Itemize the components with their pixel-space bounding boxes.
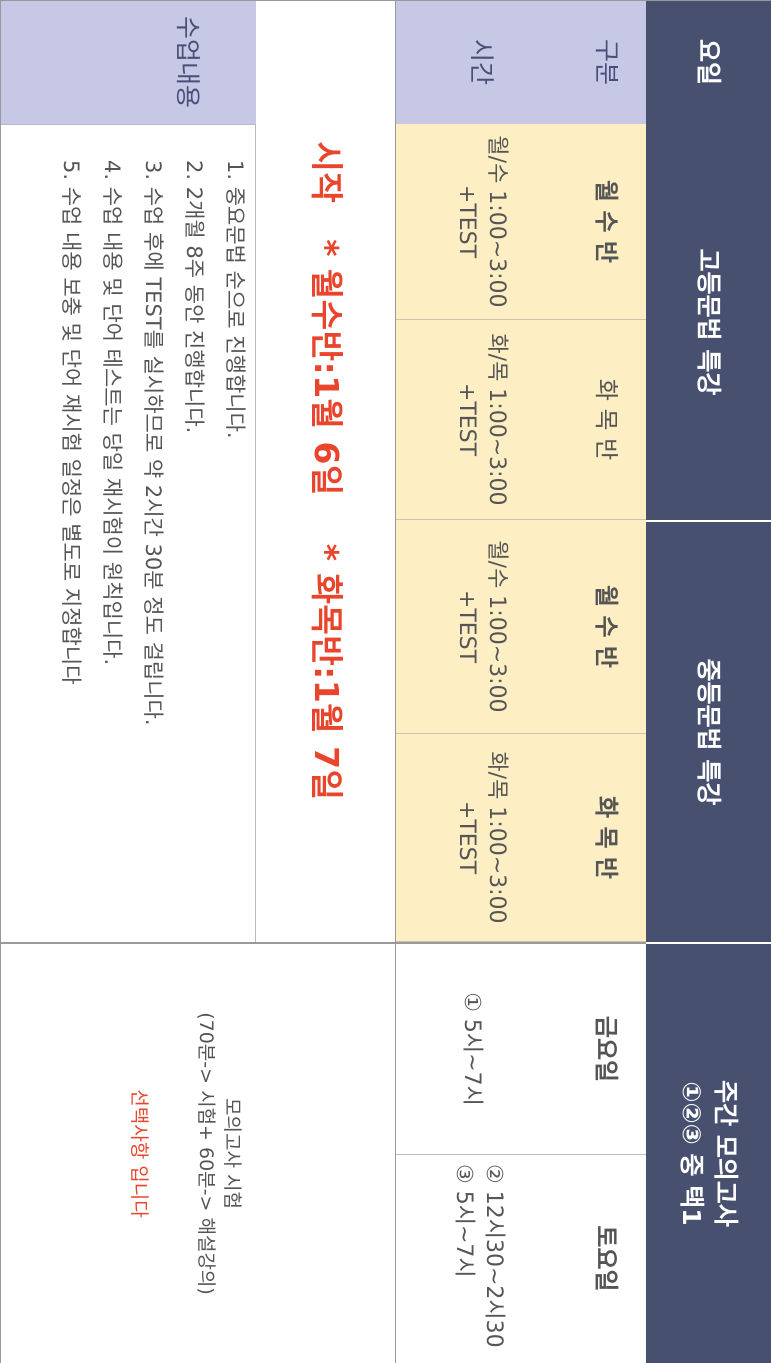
- class-cell: 월 수 반: [566, 520, 646, 734]
- row-content-label-text: 수업내용: [173, 15, 202, 108]
- time-saturday-2: ③ 5시~7시: [451, 1164, 477, 1278]
- divider: [396, 1154, 646, 1155]
- start-notice: 시작 * 월수반:1월 6일 * 화목반:1월 7일: [256, 0, 396, 942]
- mock-exam-detail: 모의고사 시험 (70분-> 시험+ 60분-> 해설강의) 선택사항 입니다: [0, 944, 396, 1363]
- row-content-label: 수업내용: [0, 0, 256, 124]
- time-range: 화/목 1:00~3:00: [483, 333, 509, 506]
- time-range: 월/수 1:00~3:00: [483, 540, 509, 713]
- time-test: +TEST: [454, 800, 479, 875]
- header-high-school: 고등문법 특강: [646, 124, 771, 520]
- class-cell: 금요일: [566, 944, 646, 1154]
- time-friday-text: ① 5시~7시: [459, 992, 484, 1106]
- divider: [255, 124, 256, 942]
- header-high-school-label: 고등문법 특강: [694, 248, 724, 396]
- class-cell: 화 목 반: [566, 734, 646, 942]
- header-mock-exam-title: 주간 모의고사: [711, 1080, 741, 1227]
- class-cell-text: 화 목 반: [592, 378, 621, 461]
- class-cell-text: 금요일: [592, 1015, 621, 1083]
- mock-exam-duration: (70분-> 시험+ 60분-> 해설강의): [195, 1012, 218, 1295]
- time-cell: 화/목 1:00~3:00 +TEST: [396, 734, 566, 942]
- header-day: 요일: [646, 0, 771, 124]
- header-day-label: 요일: [694, 38, 724, 85]
- content-item: 1. 중요문법 순으로 진행합니다.: [223, 160, 247, 439]
- row-time-label: 시간: [396, 0, 566, 124]
- class-cell: 화 목 반: [566, 320, 646, 520]
- time-test: +TEST: [454, 184, 479, 259]
- time-range: 월/수 1:00~3:00: [483, 135, 509, 308]
- time-saturday-1: ② 12시30~2시30: [481, 1164, 506, 1348]
- time-cell: 월/수 1:00~3:00 +TEST: [396, 124, 566, 320]
- content-list: 1. 중요문법 순으로 진행합니다. 2. 2개월 8주 동안 진행합니다. 3…: [50, 160, 255, 940]
- class-cell: 토요일: [566, 1154, 646, 1363]
- divider: [0, 0, 1, 1363]
- time-cell: 월/수 1:00~3:00 +TEST: [396, 520, 566, 734]
- content-item: 5. 수업 내용 보충 및 단어 재시험 일정은 별도로 지정합니다: [59, 160, 83, 685]
- divider: [395, 0, 396, 1363]
- time-cell: 화/목 1:00~3:00 +TEST: [396, 320, 566, 520]
- row-time-label-text: 시간: [466, 38, 496, 85]
- row-class-label-text: 구분: [591, 38, 621, 85]
- header-middle-school-label: 중등문법 특강: [694, 658, 724, 806]
- class-cell-text: 토요일: [592, 1225, 621, 1292]
- content-item: 4. 수업 내용 및 단어 테스트는 당일 재시험이 원칙입니다.: [100, 160, 124, 666]
- time-range: 화/목 1:00~3:00: [483, 751, 509, 924]
- row-class-label: 구분: [566, 0, 646, 124]
- time-friday: ① 5시~7시: [396, 944, 566, 1154]
- class-cell-text: 화 목 반: [592, 796, 621, 879]
- header-mock-exam: 주간 모의고사 ①②③ 중 택1: [646, 944, 771, 1363]
- divider: [0, 942, 646, 944]
- mock-exam-title: 모의고사 시험: [221, 1098, 243, 1209]
- header-mock-exam-sub: ①②③ 중 택1: [677, 1081, 707, 1226]
- content-item: 3. 수업 후에 TEST를 실시하므로 약 2시간 30분 정도 걸립니다.: [141, 160, 165, 726]
- divider: [646, 520, 771, 522]
- content-item: 2. 2개월 8주 동안 진행합니다.: [182, 160, 206, 434]
- time-saturday: ② 12시30~2시30 ③ 5시~7시: [396, 1154, 566, 1363]
- mock-exam-optional-note: 선택사항 입니다: [127, 1089, 150, 1218]
- time-test: +TEST: [454, 589, 479, 664]
- time-test: +TEST: [454, 382, 479, 457]
- class-cell-text: 월 수 반: [592, 180, 621, 263]
- divider: [0, 0, 771, 1]
- class-cell-text: 월 수 반: [592, 585, 621, 668]
- class-cell: 월 수 반: [566, 124, 646, 320]
- divider: [0, 124, 256, 125]
- start-notice-text: 시작 * 월수반:1월 6일 * 화목반:1월 7일: [307, 141, 347, 801]
- header-middle-school: 중등문법 특강: [646, 522, 771, 942]
